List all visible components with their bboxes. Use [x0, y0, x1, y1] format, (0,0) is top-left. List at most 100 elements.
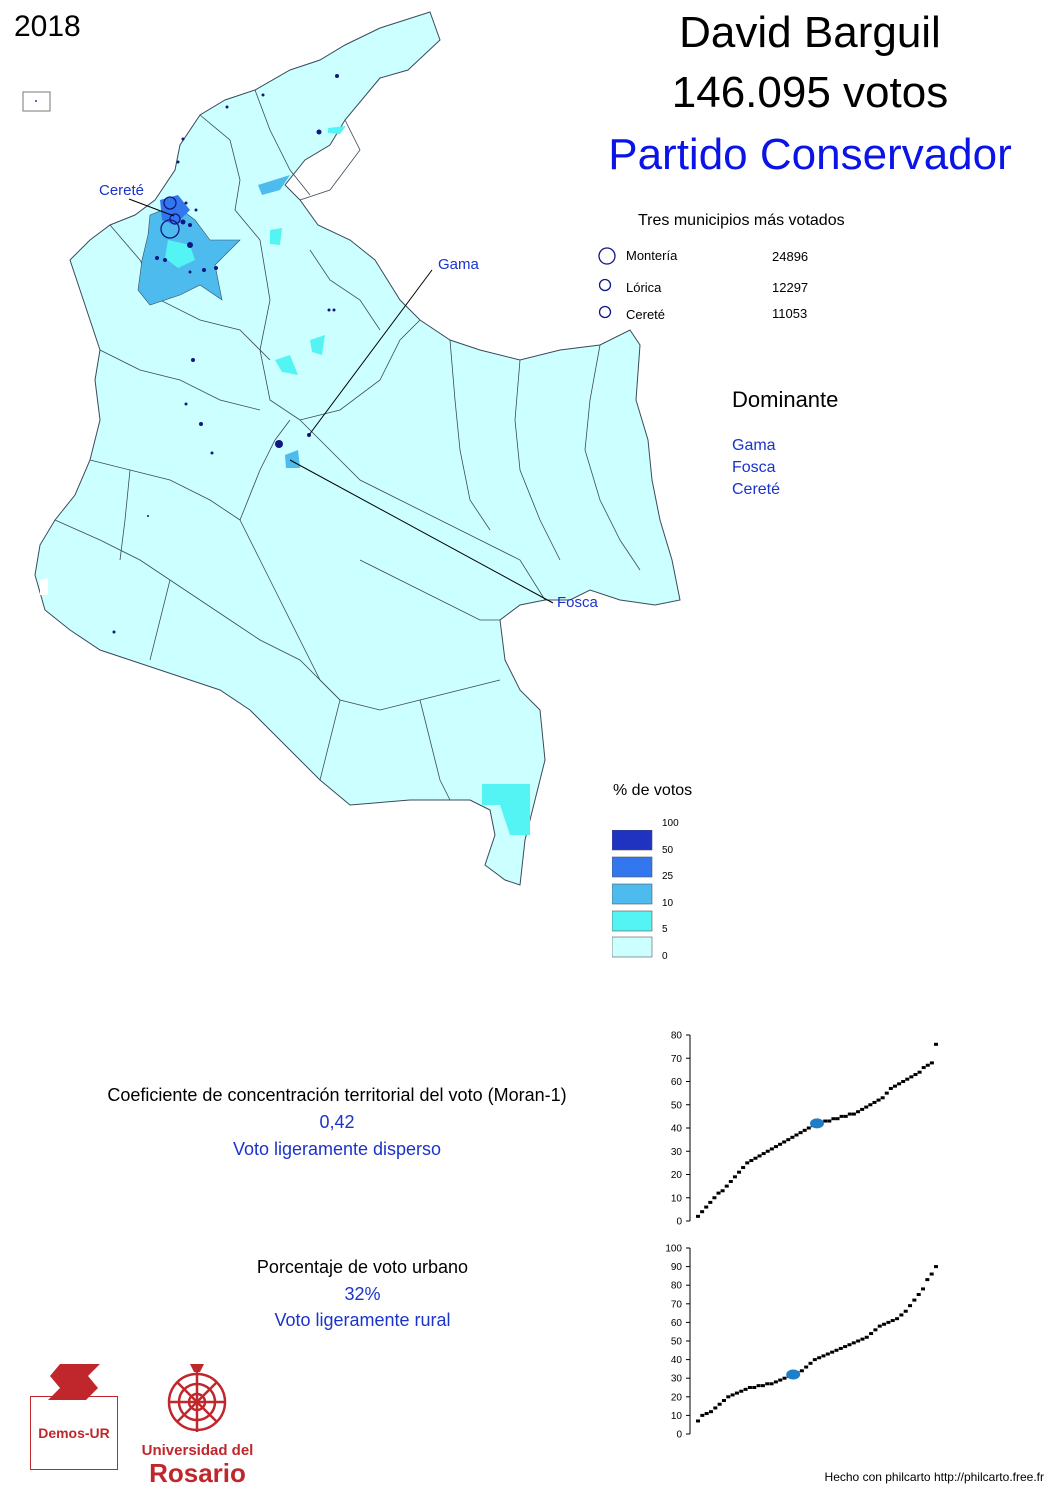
- dominant-item: Cereté: [732, 481, 781, 498]
- data-point: [704, 1205, 709, 1209]
- y-tick-label: 0: [676, 1430, 682, 1441]
- data-point: [860, 1107, 865, 1111]
- top-municipality-name: Montería: [626, 248, 678, 263]
- data-point: [856, 1110, 861, 1114]
- top-municipality-votes: 11053: [772, 306, 808, 321]
- universidad-rosario-logo: Universidad del Rosario: [140, 1362, 255, 1488]
- university-name-line1: Universidad del: [141, 1442, 254, 1459]
- data-point: [761, 1152, 766, 1156]
- y-tick-label: 70: [671, 1299, 683, 1310]
- proportional-circle-icon: [598, 278, 612, 292]
- urban-title: Porcentaje de voto urbano: [256, 1257, 469, 1277]
- y-tick-label: 100: [665, 1244, 682, 1255]
- data-point: [802, 1128, 807, 1132]
- urban-value: 32%: [344, 1284, 381, 1304]
- data-point: [909, 1075, 914, 1079]
- data-point: [934, 1265, 938, 1269]
- data-point: [708, 1410, 713, 1414]
- data-point: [721, 1399, 726, 1403]
- colombia-map: [22, 11, 681, 886]
- data-point: [778, 1142, 783, 1146]
- data-point: [880, 1096, 885, 1100]
- data-point: [724, 1184, 729, 1188]
- data-point: [730, 1393, 735, 1397]
- dominant-item: Fosca: [732, 459, 776, 476]
- legend-tick: 25: [662, 871, 674, 882]
- data-point: [782, 1140, 787, 1144]
- data-point: [835, 1117, 840, 1121]
- map-label-cerete: Cereté: [99, 182, 145, 199]
- candidate-votes: 146.095 votos: [671, 68, 949, 117]
- data-point: [897, 1082, 902, 1086]
- top-municipality-circles: [160, 196, 181, 239]
- highlight-point: [786, 1369, 801, 1380]
- urban-distribution-chart: 0 10 20 30 40 50 60 70 80 90 100: [665, 1244, 938, 1441]
- moran-distribution-chart: 0 10 20 30 40 50 60 70 80: [671, 1031, 938, 1228]
- candidate-name: David Barguil: [679, 8, 941, 57]
- y-tick-label: 0: [676, 1217, 682, 1228]
- dominant-title: Dominante: [732, 387, 839, 412]
- data-point: [830, 1350, 835, 1354]
- data-point: [696, 1419, 700, 1423]
- data-point: [839, 1114, 844, 1118]
- y-tick-label: 60: [671, 1077, 683, 1088]
- data-point: [864, 1335, 869, 1339]
- demos-logo-text: Demos-UR: [38, 1425, 110, 1441]
- legend-tick: 5: [662, 924, 668, 935]
- data-point: [856, 1339, 861, 1343]
- data-point: [778, 1378, 783, 1382]
- legend-tick: 0: [662, 951, 668, 962]
- data-point: [708, 1200, 713, 1204]
- moran-title: Coeficiente de concentración territorial…: [107, 1085, 567, 1105]
- data-point: [851, 1112, 856, 1116]
- data-point: [773, 1145, 778, 1149]
- data-point: [925, 1278, 930, 1282]
- y-tick-label: 20: [671, 1170, 683, 1181]
- demos-logo-icon: [48, 1364, 100, 1400]
- data-point: [696, 1214, 700, 1218]
- proportional-circle-icon: [598, 305, 612, 319]
- map-label-fosca: Fosca: [557, 594, 598, 611]
- data-point: [868, 1103, 873, 1107]
- data-point: [929, 1061, 934, 1065]
- data-point: [760, 1384, 765, 1388]
- data-point: [765, 1149, 770, 1153]
- data-point: [806, 1126, 811, 1130]
- data-point: [786, 1138, 791, 1142]
- data-point: [821, 1354, 826, 1358]
- legend-swatch: [612, 910, 653, 932]
- data-point: [720, 1189, 725, 1193]
- moran-value: 0,42: [319, 1112, 355, 1132]
- data-point: [799, 1369, 804, 1373]
- data-point: [747, 1386, 752, 1389]
- y-tick-label: 20: [671, 1392, 683, 1403]
- data-point: [901, 1080, 906, 1083]
- legend-tick: 10: [662, 898, 674, 909]
- data-point: [713, 1406, 718, 1410]
- proportional-circle-icon: [598, 247, 616, 265]
- top-municipality-votes: 12297: [772, 280, 809, 295]
- data-point: [831, 1117, 836, 1121]
- data-point: [817, 1356, 822, 1360]
- data-point: [847, 1112, 852, 1116]
- data-point: [843, 1114, 848, 1118]
- data-point: [872, 1100, 877, 1104]
- data-point: [798, 1131, 803, 1135]
- top-municipalities-symbols: [598, 247, 616, 319]
- y-tick-label: 40: [671, 1355, 683, 1366]
- data-point: [737, 1170, 742, 1174]
- data-point: [700, 1210, 705, 1214]
- data-point: [873, 1328, 878, 1332]
- data-point: [890, 1319, 895, 1323]
- data-point: [752, 1386, 757, 1389]
- data-point: [869, 1332, 874, 1336]
- data-point: [728, 1179, 733, 1183]
- data-point: [749, 1159, 754, 1163]
- data-point: [892, 1084, 897, 1088]
- data-point: [757, 1154, 762, 1158]
- cordoba-region: [40, 126, 530, 835]
- data-point: [700, 1413, 705, 1417]
- top-municipality-name: Lórica: [626, 280, 662, 295]
- y-tick-label: 50: [671, 1337, 683, 1348]
- y-tick-label: 10: [671, 1193, 683, 1204]
